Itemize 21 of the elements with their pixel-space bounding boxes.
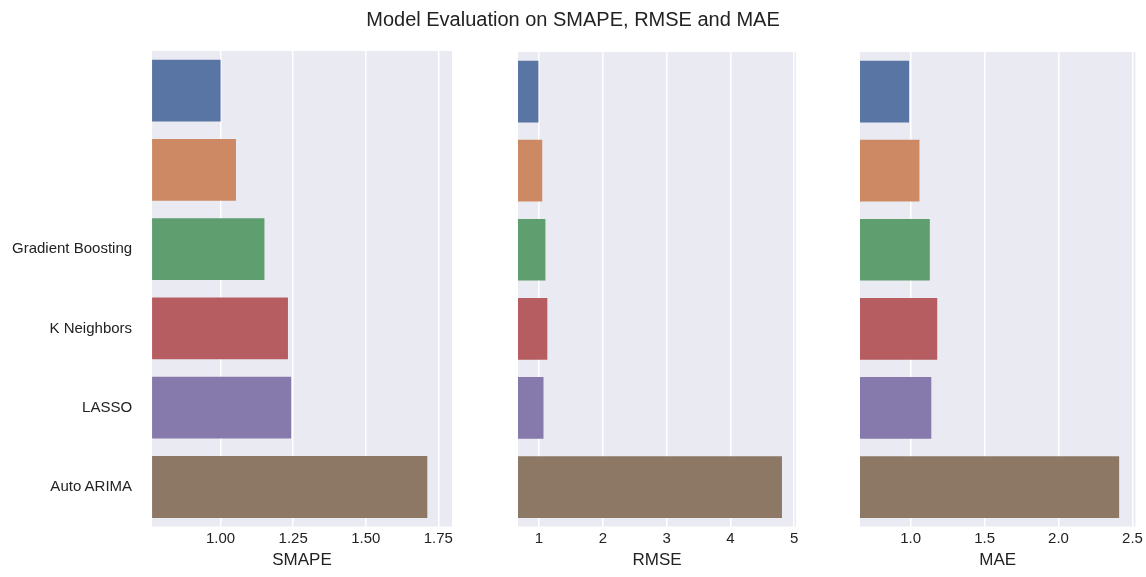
- x-tick-label: 1.75: [423, 528, 453, 546]
- y-tick-label: Gradient Boosting: [12, 239, 133, 257]
- x-tick-label: 1.50: [351, 528, 381, 546]
- x-axis-title: RMSE: [632, 550, 682, 570]
- x-tick-label: 5: [789, 528, 799, 546]
- y-tick-label: K Neighbors: [49, 318, 133, 336]
- x-tick-label: 1.00: [205, 528, 236, 546]
- x-tick-label: 1: [534, 528, 544, 546]
- x-tick-label: 1.5: [974, 528, 995, 546]
- x-tick-label: 2.5: [1122, 528, 1143, 546]
- x-tick-label: 2.0: [1048, 528, 1069, 546]
- x-tick-label: 2: [598, 528, 607, 546]
- x-tick-label: 4: [726, 528, 735, 546]
- y-tick-label: LASSO: [82, 397, 133, 415]
- x-axis-title: MAE: [979, 550, 1017, 570]
- x-axis-title: SMAPE: [272, 550, 332, 570]
- text: Model Evaluation on SMAPE, RMSE and MAE: [365, 8, 781, 31]
- x-tick-label: 1.0: [900, 528, 922, 546]
- x-tick-label: 1.25: [278, 528, 308, 546]
- y-tick-label: Auto ARIMA: [50, 477, 133, 495]
- x-tick-label: 3: [662, 528, 671, 546]
